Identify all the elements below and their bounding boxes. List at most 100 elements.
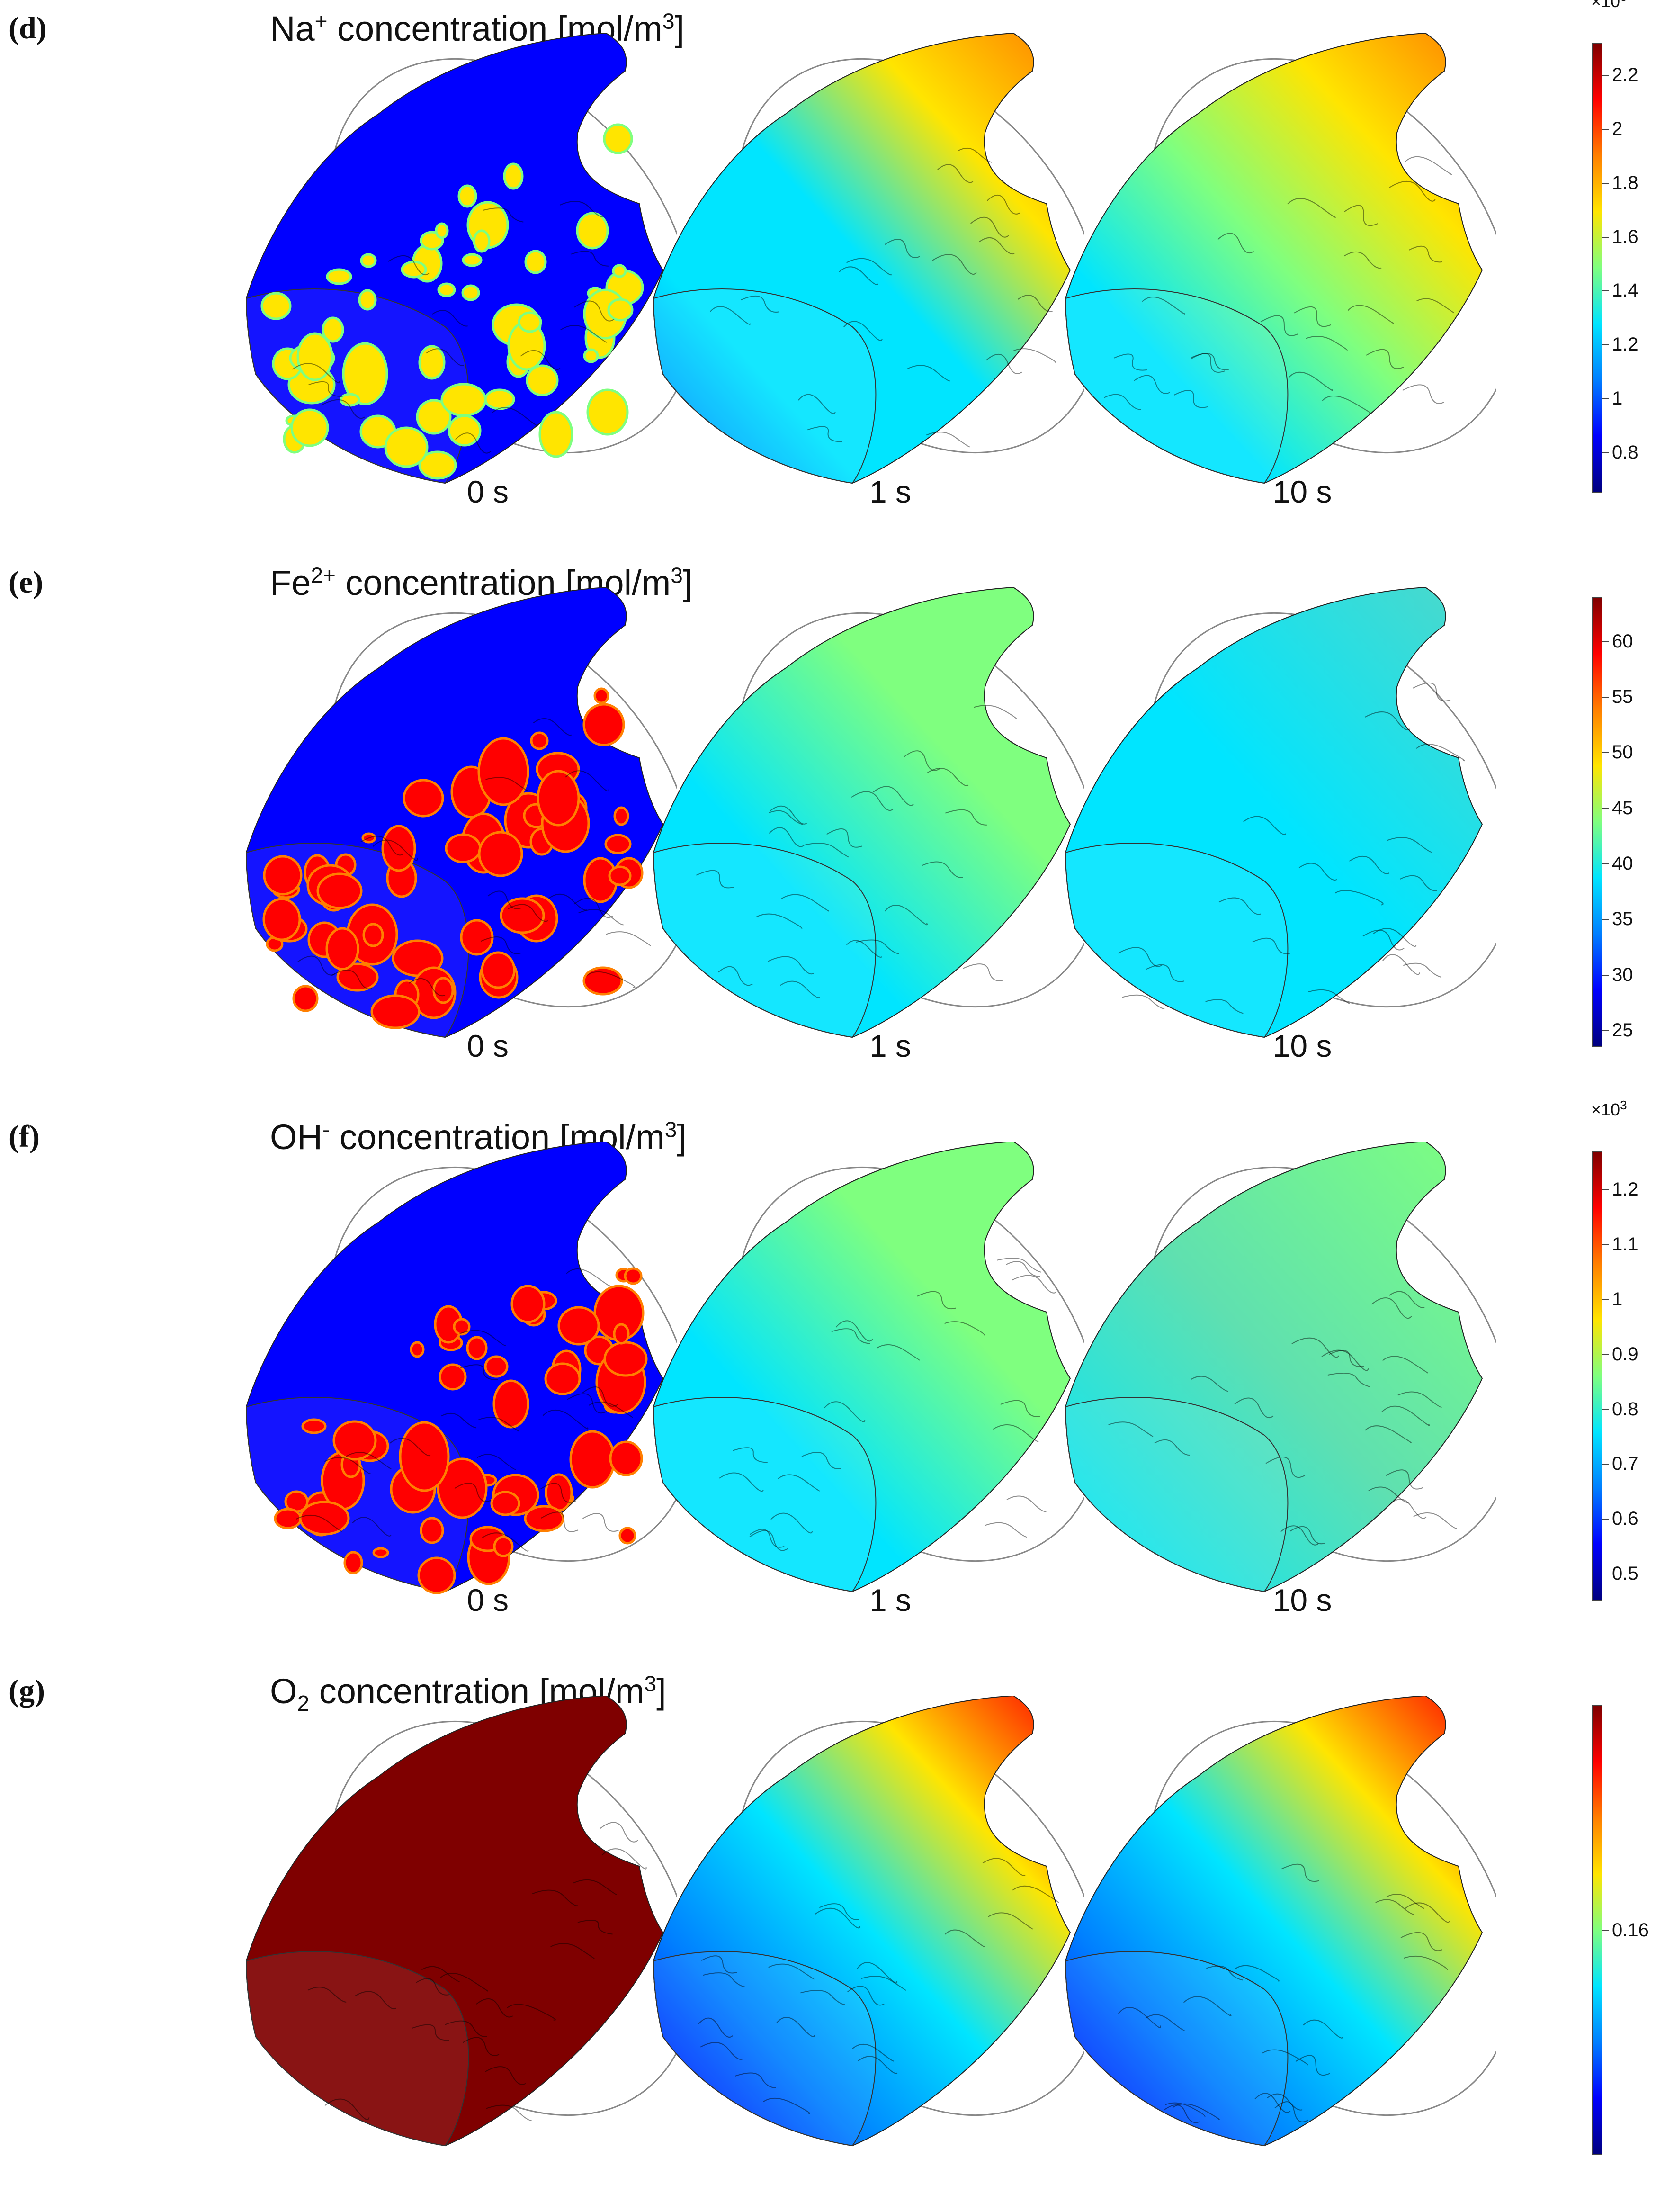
concentration-patch — [325, 927, 359, 971]
pore-contour — [1405, 156, 1452, 175]
concentration-patch — [544, 1362, 581, 1395]
sample-view-2 — [1065, 1141, 1513, 1596]
pore-contour — [926, 768, 969, 786]
pore-contour — [549, 893, 587, 911]
concentration-patch — [361, 832, 376, 844]
pore-contour — [884, 238, 920, 258]
pore-contour — [1218, 897, 1261, 915]
pore-contour — [390, 1438, 431, 1457]
pore-contour — [1146, 964, 1185, 982]
sample-view-1 — [653, 32, 1101, 488]
concentration-patch — [530, 731, 549, 750]
pore-contour — [696, 870, 734, 889]
pore-contour — [1413, 682, 1451, 701]
pore-contour — [710, 306, 751, 325]
pore-contour — [455, 432, 492, 454]
pore-contour — [1334, 890, 1384, 906]
concentration-patch — [613, 1323, 630, 1345]
sample-render — [245, 1695, 694, 2147]
pore-contour — [917, 1291, 956, 1310]
title-end: ] — [677, 1117, 687, 1157]
pore-contour — [520, 350, 561, 370]
concentration-patch — [538, 411, 573, 458]
pore-contour — [587, 971, 636, 988]
pore-contour — [1017, 295, 1053, 312]
colorbar-tick-label: 1.4 — [1612, 280, 1638, 301]
pore-contour — [1234, 1397, 1274, 1419]
pore-contour — [1154, 1439, 1190, 1456]
pore-contour — [770, 805, 807, 825]
concentration-patch — [492, 1379, 529, 1429]
concentration-patch — [296, 332, 333, 381]
pore-contour — [487, 890, 521, 909]
colorbar-tick — [1602, 1244, 1609, 1245]
pore-contour — [1172, 2103, 1220, 2121]
pore-contour — [769, 827, 805, 847]
concentration-patch — [457, 184, 477, 208]
pore-contour — [858, 2056, 898, 2074]
pore-contour — [1191, 1376, 1228, 1392]
title-unit-exponent: 3 — [671, 563, 683, 588]
colorbar-tick-label: 50 — [1612, 742, 1633, 763]
pore-contour — [1234, 1965, 1280, 1982]
sample-view-1 — [653, 1141, 1101, 1596]
cut-face — [653, 1397, 877, 1592]
pore-contour — [1382, 954, 1421, 975]
pore-contour — [533, 718, 572, 736]
pore-contour — [985, 1522, 1027, 1538]
pore-contour — [354, 1991, 396, 2010]
sample-view-1 — [653, 1695, 1101, 2150]
pore-contour — [578, 909, 624, 926]
pore-contour — [1403, 1955, 1448, 1970]
time-label: 0 s — [466, 1028, 509, 1063]
title-charge: 2+ — [311, 563, 336, 588]
pore-contour — [803, 843, 849, 858]
pore-contour — [1388, 1291, 1425, 1308]
pore-contour — [906, 365, 951, 382]
concentration-patch — [437, 282, 456, 297]
sample-view-0 — [245, 1141, 694, 1596]
pore-contour — [573, 898, 613, 918]
cut-face — [1065, 843, 1289, 1038]
pore-contour — [1366, 349, 1404, 369]
concentration-patch — [481, 951, 516, 989]
colorbar — [1592, 43, 1602, 493]
title-unit-exponent: 3 — [644, 1671, 657, 1696]
pore-contour — [831, 1328, 870, 1344]
pore-contour — [1134, 375, 1170, 394]
pore-contour — [1308, 989, 1350, 1004]
pore-contour — [763, 2097, 810, 2114]
colorbar-tick — [1602, 75, 1609, 76]
pore-contour — [560, 325, 608, 343]
pore-contour — [776, 2017, 815, 2037]
pore-contour — [819, 1903, 859, 1920]
pore-contour — [432, 310, 468, 327]
pore-contour — [770, 1512, 813, 1534]
concentration-patch — [403, 779, 444, 818]
pore-contour — [372, 839, 418, 861]
pore-contour — [846, 258, 893, 276]
multiplier-exponent: 3 — [1620, 1098, 1627, 1112]
sample-render — [653, 32, 1101, 484]
title-species: Fe — [270, 563, 311, 602]
pore-contour — [873, 786, 914, 806]
pore-contour — [1122, 994, 1165, 1010]
pore-contour — [1183, 1996, 1232, 2016]
pore-contour — [483, 207, 524, 223]
pore-contour — [963, 963, 1003, 981]
pore-contour — [856, 1962, 898, 1984]
concentration-patch — [545, 1473, 573, 1512]
concentration-patch — [518, 311, 542, 333]
pore-contour — [1402, 384, 1444, 404]
sample-view-0 — [245, 586, 694, 1042]
multiplier-base: ×10 — [1591, 0, 1620, 11]
concentration-patch — [569, 1430, 616, 1489]
pore-contour — [1365, 1425, 1412, 1443]
title-end: ] — [674, 9, 685, 48]
sample-render — [1065, 32, 1513, 484]
title-end: ] — [656, 1672, 666, 1711]
pore-contour — [1322, 396, 1371, 414]
concentration-patch — [593, 687, 609, 704]
